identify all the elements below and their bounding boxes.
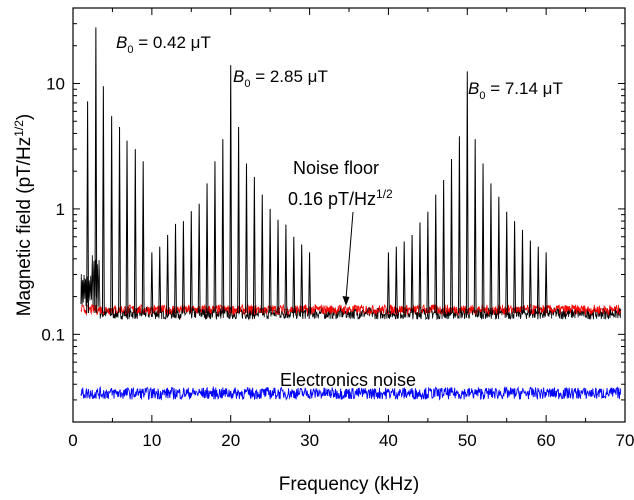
- peak: [402, 241, 406, 313]
- x-tick-label: 10: [142, 431, 161, 450]
- peak: [221, 139, 225, 313]
- x-tick-label: 70: [616, 431, 634, 450]
- peak: [150, 252, 154, 313]
- plot-marks: [80, 27, 622, 401]
- peak: [268, 208, 272, 313]
- peak: [133, 149, 137, 313]
- x-tick-label: 40: [379, 431, 398, 450]
- peak: [300, 244, 304, 313]
- peak: [252, 176, 256, 313]
- peak: [101, 86, 105, 313]
- peak: [513, 221, 516, 313]
- peak: [237, 126, 240, 313]
- peak: [536, 246, 540, 313]
- peak: [213, 161, 217, 313]
- y-tick-label: 10: [46, 75, 65, 94]
- peak: [308, 252, 311, 313]
- x-tick-label: 50: [458, 431, 477, 450]
- peak: [450, 159, 453, 313]
- peak: [473, 139, 477, 313]
- x-tick-label: 60: [537, 431, 556, 450]
- y-axis-label-end: ): [14, 114, 35, 120]
- peak: [410, 234, 414, 313]
- peak: [458, 136, 461, 313]
- peak: [229, 65, 233, 313]
- x-tick-label: 0: [68, 431, 77, 450]
- y-axis-label: Magnetic field (pT/Hz1/2): [12, 114, 35, 317]
- peak: [528, 240, 532, 313]
- peak: [426, 211, 430, 313]
- annotation-b0-0p42: B0 = 0.42 μT: [116, 33, 211, 56]
- series-blue-noise: [80, 385, 622, 401]
- noise-floor-arrow-line: [345, 211, 354, 300]
- annotation-noise-floor-value: 0.16 pT/Hz1/2: [288, 187, 393, 209]
- peak: [276, 219, 280, 313]
- x-tick-label: 20: [221, 431, 240, 450]
- annotation-b0-2p85: B0 = 2.85 μT: [233, 67, 328, 90]
- peak: [110, 116, 114, 313]
- peak: [387, 252, 390, 313]
- y-axis-label-sup: 1/2: [12, 120, 26, 137]
- x-tick-label: 30: [300, 431, 319, 450]
- peak: [141, 161, 145, 313]
- peak: [166, 234, 170, 313]
- y-tick-label: 0.1: [41, 325, 65, 344]
- annotation-b0-7p14: B0 = 7.14 μT: [468, 79, 563, 102]
- peak: [86, 101, 89, 313]
- peak: [489, 183, 493, 313]
- peak: [434, 194, 438, 313]
- peak: [284, 224, 288, 313]
- y-tick-label: 1: [56, 200, 65, 219]
- peak: [158, 246, 162, 313]
- peak: [481, 163, 485, 313]
- peak: [465, 71, 469, 313]
- peak: [174, 223, 177, 313]
- axes: 0 10 20 30 40 50 60 70 0.1 1 10: [41, 8, 634, 450]
- peak: [497, 196, 501, 313]
- peak: [205, 183, 209, 313]
- peak: [544, 252, 548, 313]
- peak: [182, 221, 185, 313]
- peak: [189, 211, 193, 313]
- annotation-electronics-noise: Electronics noise: [280, 370, 416, 390]
- peak: [521, 229, 524, 313]
- peak: [292, 236, 296, 313]
- peak: [118, 126, 121, 313]
- peak: [394, 246, 398, 313]
- y-axis-label-main: Magnetic field (pT/Hz: [14, 137, 35, 317]
- annotation-noise-floor: Noise floor: [293, 158, 379, 178]
- peak: [245, 163, 248, 313]
- peak: [197, 203, 201, 313]
- peak: [418, 222, 422, 313]
- x-axis-label: Frequency (kHz): [279, 474, 419, 495]
- peak: [125, 140, 129, 313]
- peak: [260, 194, 264, 313]
- peak: [442, 180, 446, 313]
- peak: [94, 27, 98, 313]
- plot-frame: [72, 7, 626, 423]
- noise-floor-arrow-head: [342, 296, 350, 306]
- peak: [505, 211, 509, 313]
